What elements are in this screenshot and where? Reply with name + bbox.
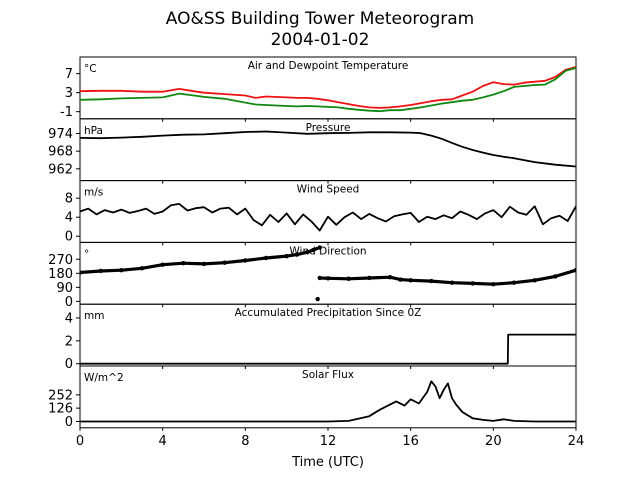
y-tick-label: 0 [65, 415, 73, 430]
x-tick-label: 12 [320, 434, 337, 449]
series-line-0 [80, 333, 576, 365]
y-tick-label: 126 [48, 402, 73, 417]
panel-0: -1 3 7 Air and Dewpoint Temperature °C [60, 56, 577, 122]
panel-title: Wind Direction [289, 245, 366, 257]
y-tick-label: 7 [65, 67, 73, 82]
figure-title-line2: 2004-01-02 [271, 30, 370, 50]
y-tick-label: 0 [65, 295, 73, 310]
panel-title: Pressure [306, 122, 351, 134]
unit-label: hPa [84, 125, 103, 137]
y-tick-label: 4 [65, 311, 73, 326]
y-tick-label: 962 [48, 162, 73, 177]
unit-label: °C [84, 63, 97, 75]
y-tick-label: 252 [48, 388, 73, 403]
y-tick-label: 3 [65, 86, 73, 101]
series-line-0 [80, 380, 576, 423]
panel-title: Accumulated Precipitation Since 0Z [235, 307, 422, 319]
unit-label: ° [84, 248, 89, 260]
panel-title: Wind Speed [297, 184, 360, 196]
panel-2: 0 4 8 Wind Speed m/s [65, 180, 577, 246]
x-tick-label: 24 [568, 434, 585, 449]
x-axis: 0 4 8 12 16 20 24 [76, 434, 584, 449]
x-tick-label: 8 [241, 434, 249, 449]
series-line-0 [80, 202, 576, 232]
unit-label: W/m^2 [84, 372, 124, 384]
y-tick-label: 8 [65, 192, 73, 207]
y-tick-label: 180 [48, 267, 73, 282]
unit-label: m/s [84, 187, 103, 199]
x-tick-label: 20 [485, 434, 502, 449]
y-tick-label: 90 [56, 281, 73, 296]
y-tick-label: 0 [65, 230, 73, 245]
x-tick-label: 0 [76, 434, 84, 449]
y-tick-label: 0 [65, 357, 73, 372]
y-tick-label: 974 [48, 127, 73, 142]
panel-1: 962 968 974 Pressure hPa [48, 118, 577, 184]
unit-label: mm [84, 310, 104, 322]
series-line-1 [319, 268, 576, 286]
y-tick-label: 4 [65, 211, 73, 226]
panel-4: 0 2 4 Accumulated Precipitation Since 0Z mm [65, 303, 577, 372]
y-tick-label: -1 [60, 105, 73, 120]
x-axis-label: Time (UTC) [291, 455, 364, 470]
data-point [315, 296, 320, 302]
series-line-0 [80, 66, 576, 109]
y-tick-label: 270 [48, 253, 73, 268]
figure-title-line1: AO&SS Building Tower Meteorogram [166, 9, 474, 29]
series-line-1 [80, 67, 576, 113]
x-tick-label: 16 [402, 434, 419, 449]
y-tick-label: 968 [48, 145, 73, 160]
series-line-0 [80, 130, 576, 168]
x-tick-label: 4 [159, 434, 167, 449]
panels: -1 3 7 Air and Dewpoint Temperature °C 962 968… [48, 56, 577, 431]
panel-title: Air and Dewpoint Temperature [248, 60, 409, 72]
y-tick-label: 2 [65, 334, 73, 349]
series-line-0 [80, 246, 321, 275]
panel-title: Solar Flux [302, 369, 354, 381]
